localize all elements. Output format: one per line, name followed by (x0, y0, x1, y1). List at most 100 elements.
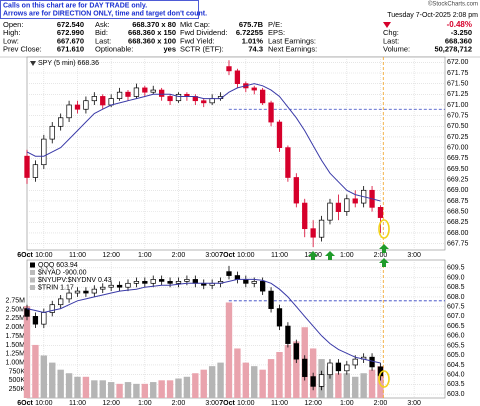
volume-bar (225, 302, 233, 398)
field-label: Volume: (383, 45, 410, 54)
x-tick-label: 11:00 (69, 252, 86, 259)
y2-tick-label: 2.00M (6, 324, 26, 331)
candle-body (369, 356, 375, 368)
y2-tick-label: 1.00M (6, 359, 26, 366)
field-label: Bid: (95, 28, 108, 37)
volume-bar (166, 380, 174, 398)
volume-bar (335, 373, 342, 398)
y-tick-label: 668.00 (447, 230, 469, 237)
candle-body (58, 117, 64, 127)
candle-body (159, 279, 165, 282)
x-tick-label: 10:00 (35, 252, 53, 259)
field-value: 1.01% (242, 36, 264, 45)
y2-tick-label: 750K (9, 368, 26, 375)
x-tick-label: 10:00 (35, 400, 53, 406)
candle-body (142, 281, 148, 284)
volume-bar (217, 362, 224, 398)
field-value: 672.540 (57, 20, 84, 29)
legend-icon (30, 277, 35, 283)
volume-bar (82, 376, 90, 398)
y-tick-label: 671.50 (447, 81, 469, 88)
candle-body (268, 102, 274, 123)
field-value: 50,278,712 (434, 45, 472, 54)
candle-body (32, 316, 39, 325)
field-value: yes (163, 45, 176, 54)
candle-body (24, 308, 30, 317)
candle-body (327, 362, 333, 376)
field-label: Next Earnings: (268, 45, 317, 54)
candle-body (335, 202, 342, 212)
y-tick-label: 667.75 (447, 240, 469, 247)
volume-bar (234, 348, 241, 398)
candle-body (192, 279, 198, 284)
x-tick-label: 1:00 (340, 252, 354, 259)
highlight (378, 219, 390, 239)
candle-body (142, 87, 148, 93)
candle-body (318, 374, 325, 387)
volume-bar (65, 373, 73, 398)
candle-body (310, 376, 316, 387)
date-label: 7Oct (219, 400, 235, 406)
candle-body (41, 312, 47, 325)
field-value: -3.250 (451, 28, 472, 37)
charts: 667.75 668.00 668.25 668.50 668.75 669.00 669.… (6, 56, 469, 406)
candle-body (91, 288, 97, 294)
legend-entry: $NYUPV:$NYDNV 0.43 (38, 277, 112, 284)
candle-body (226, 66, 232, 72)
field-label: SCTR (ETF): (180, 45, 224, 54)
field-label: Mkt Cap: (180, 20, 210, 29)
candle-body (260, 89, 266, 104)
volume-bar (360, 373, 367, 398)
y-tick-label: 609.0 (447, 274, 465, 281)
volume-bar (74, 376, 81, 398)
field-label: Chg: (383, 28, 399, 37)
field-value: 668.360 (445, 36, 472, 45)
x-tick-label: 12:00 (102, 252, 120, 259)
x-tick-label: 3:00 (407, 252, 421, 259)
candle-body (243, 279, 249, 284)
y-tick-label: 609.5 (447, 265, 465, 272)
candle-body (234, 70, 241, 85)
y-tick-label: 670.75 (447, 112, 469, 119)
candle-body (167, 281, 173, 284)
candle-body (344, 364, 350, 372)
y-tick-label: 671.00 (447, 102, 469, 109)
up-arrow (325, 251, 335, 260)
candle-body (175, 281, 182, 284)
legend-icon (30, 61, 36, 66)
up-arrow (379, 258, 389, 267)
candle-body (108, 284, 114, 288)
y-tick-label: 670.00 (447, 144, 469, 151)
candle-body (184, 279, 190, 282)
candle-body (100, 286, 106, 290)
candle-body (116, 91, 123, 99)
y2-tick-label: 500K (9, 377, 26, 384)
up-arrow (379, 244, 389, 253)
volume-bar (99, 380, 106, 398)
candle-body (302, 358, 308, 377)
field-label: Fwd Yield: (180, 36, 215, 45)
notice-box (0, 0, 199, 19)
y-tick-label: 606.0 (447, 333, 465, 340)
date-label: 6Oct (17, 252, 33, 259)
volume-bar (158, 380, 165, 398)
candle-body (24, 155, 30, 178)
field-label: Prev Close: (3, 45, 42, 54)
candle-body (201, 100, 207, 104)
change-pct: -0.48% (447, 20, 472, 29)
x-tick-label: 2:00 (374, 252, 388, 259)
candle-body (302, 202, 308, 230)
candle-body (285, 325, 291, 344)
volume-bar (32, 344, 39, 398)
x-tick-label: 12:00 (304, 400, 322, 406)
y2-tick-label: 1.25M (6, 351, 26, 358)
x-tick-label: 3:00 (205, 400, 219, 406)
candle-body (32, 164, 39, 178)
y-tick-label: 669.25 (447, 176, 469, 183)
candle-body (91, 96, 97, 102)
volume-bar (251, 366, 258, 398)
volume-bar (377, 366, 384, 398)
y-tick-label: 605.0 (447, 352, 465, 359)
